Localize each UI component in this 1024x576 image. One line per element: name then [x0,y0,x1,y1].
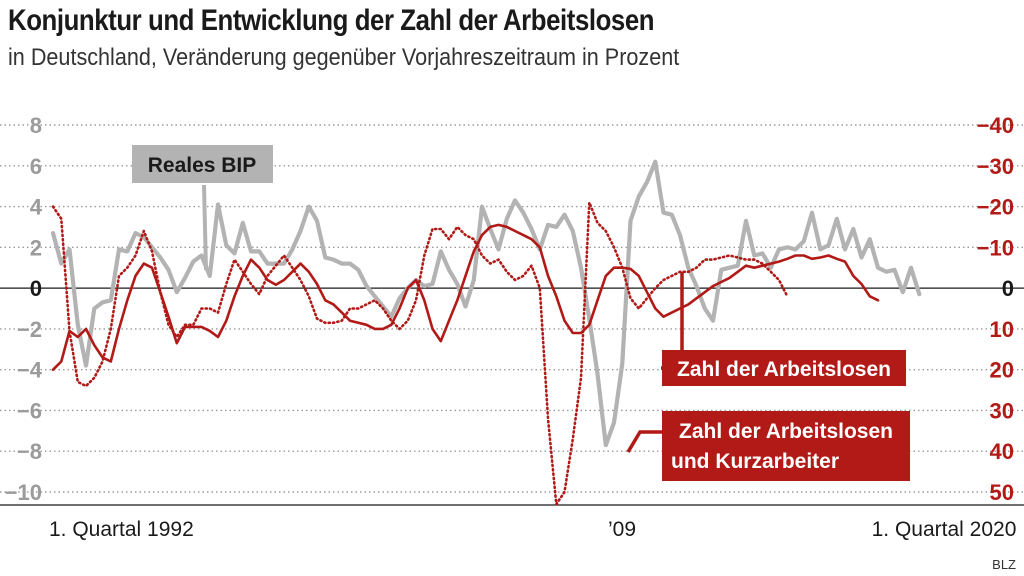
y-right-tick-label: 10 [990,317,1014,342]
y-right-tick-label: 50 [990,480,1014,505]
y-right-tick-label: −30 [977,154,1014,179]
tick-labels: 86420−2−4−6−8−10−40−30−20−10010203040501… [5,113,1017,541]
y-left-tick-label: −8 [17,439,42,464]
chart-subtitle: in Deutschland, Veränderung gegenüber Vo… [8,44,680,71]
series-labels: Reales BIP Zahl der Arbeitslosen Zahl de… [132,145,910,481]
series-lines [50,159,922,506]
series-line-1 [51,223,880,372]
label-kurzarbeit-text-line1: Zahl der Arbeitslosen [679,420,893,443]
x-tick-label: 1. Quartal 2020 [872,518,1017,541]
label-reales-bip: Reales BIP [132,145,273,271]
y-left-tick-label: −6 [17,398,42,423]
y-right-tick-label: 0 [1002,276,1014,301]
y-left-tick-label: 2 [30,235,42,260]
y-left-tick-label: 4 [30,195,43,220]
y-right-tick-label: −10 [977,235,1014,260]
y-left-tick-label: −10 [5,480,42,505]
label-reales-bip-text: Reales BIP [148,154,257,177]
y-right-tick-label: 30 [990,398,1014,423]
series-line-2 [51,201,789,506]
series-line-0 [50,159,922,448]
y-right-tick-label: −20 [977,195,1014,220]
y-right-tick-label: 20 [990,358,1014,383]
y-right-tick-label: 40 [990,439,1014,464]
label-kurzarbeit-text-line2: und Kurzarbeiter [671,450,839,473]
source-credit: BLZ [992,557,1016,572]
chart-title: Konjunktur und Entwicklung der Zahl der … [8,4,655,37]
label-arbeitslose-text: Zahl der Arbeitslosen [677,358,891,381]
y-right-tick-label: −40 [977,113,1014,138]
y-left-tick-label: 6 [30,154,42,179]
x-tick-label: 1. Quartal 1992 [49,518,194,541]
x-tick-label: ’09 [608,518,636,541]
label-kurzarbeit: Zahl der Arbeitslosen und Kurzarbeiter [626,411,910,481]
y-left-tick-label: −4 [17,358,43,383]
axes [0,287,1024,506]
y-left-tick-label: −2 [17,317,42,342]
y-left-tick-label: 8 [30,113,42,138]
y-left-tick-label: 0 [30,276,42,301]
label-arbeitslose: Zahl der Arbeitslosen [661,272,906,386]
